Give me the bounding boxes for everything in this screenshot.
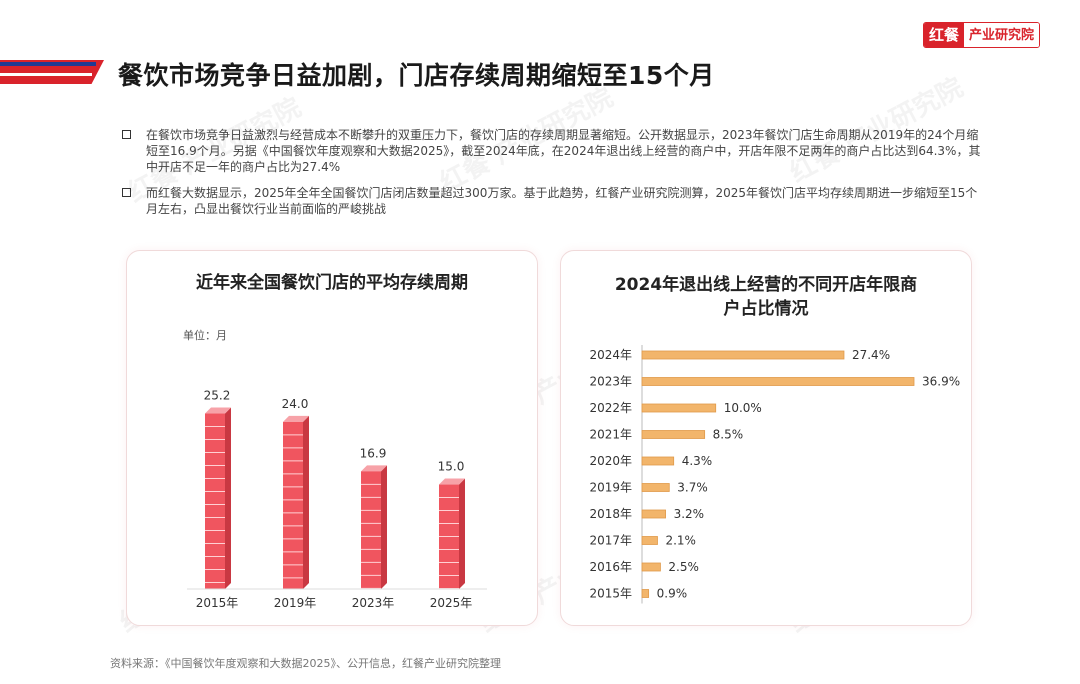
exit-share-bar-chart: 2024年 27.4% 2023年 36.9% 2022年 10.0% 2021年 8.5% 2…	[589, 345, 960, 604]
data-label: 15.0	[438, 460, 465, 474]
bar	[641, 456, 675, 466]
category-label: 2017年	[589, 534, 632, 548]
bar	[641, 403, 717, 413]
data-label: 0.9%	[657, 587, 688, 601]
lifecycle-bar-chart: 单位：月 25.2 2015年 24.0 2019年 16.9 2023年 15.0 2025…	[183, 328, 487, 610]
header-stripe-white	[0, 73, 92, 76]
data-label: 3.7%	[677, 481, 708, 495]
bar	[641, 350, 845, 360]
category-label: 2021年	[589, 428, 632, 442]
bar	[439, 478, 465, 590]
category-label: 2018年	[589, 507, 632, 521]
source-note: 资料来源：《中国餐饮年度观察和大数据2025》、公开信息，红餐产业研究院整理	[110, 657, 501, 670]
bar	[641, 536, 658, 545]
brand-logo: 红餐 产业研究院	[922, 22, 1040, 48]
bullet-list: 在餐饮市场竞争日益激烈与经营成本不断攀升的双重压力下，餐饮门店的存续周期显著缩短…	[122, 127, 982, 227]
bar-top	[439, 478, 465, 485]
data-label: 10.0%	[724, 401, 762, 415]
bar-top	[205, 407, 231, 414]
chart-card-exit-share: 2024年退出线上经营的不同开店年限商户占比情况 2024年 27.4% 2023年…	[560, 250, 972, 626]
bar	[641, 589, 650, 598]
category-label: 2019年	[589, 481, 632, 495]
bar	[361, 465, 387, 589]
logo-mark: 红餐	[923, 23, 964, 47]
category-label: 2016年	[589, 560, 632, 574]
bar-front	[361, 471, 381, 589]
bullet-item: 而红餐大数据显示，2025年全年全国餐饮门店闭店数量超过300万家。基于此趋势，…	[122, 185, 982, 217]
bar	[641, 562, 661, 572]
bar-front	[205, 413, 225, 589]
square-bullet-icon	[122, 130, 131, 139]
data-label: 8.5%	[713, 428, 744, 442]
data-label: 4.3%	[682, 454, 713, 468]
data-label: 25.2	[204, 389, 231, 403]
category-label: 2015年	[196, 596, 239, 610]
category-label: 2025年	[430, 596, 473, 610]
bar	[641, 377, 915, 386]
bullet-text: 而红餐大数据显示，2025年全年全国餐饮门店闭店数量超过300万家。基于此趋势，…	[146, 186, 978, 216]
bar	[641, 483, 670, 492]
data-label: 24.0	[282, 397, 309, 411]
data-label: 27.4%	[852, 348, 890, 362]
data-label: 2.5%	[668, 560, 699, 574]
data-label: 3.2%	[674, 507, 705, 521]
data-label: 2.1%	[665, 534, 696, 548]
bar	[283, 415, 309, 589]
category-label: 2023年	[352, 596, 395, 610]
bar-top	[283, 415, 309, 422]
logo-text: 产业研究院	[963, 23, 1039, 47]
bullet-text: 在餐饮市场竞争日益激烈与经营成本不断攀升的双重压力下，餐饮门店的存续周期显著缩短…	[146, 128, 981, 174]
category-label: 2015年	[589, 587, 632, 601]
category-label: 2023年	[589, 375, 632, 389]
chart-card-lifecycle: 近年来全国餐饮门店的平均存续周期 单位：月 25.2 2015年 24.0 2019年…	[126, 250, 538, 626]
bar	[205, 407, 231, 589]
bar-side	[303, 415, 309, 589]
bar-side	[381, 465, 387, 589]
data-label: 16.9	[360, 446, 387, 460]
page-title: 餐饮市场竞争日益加剧，门店存续周期缩短至15个月	[118, 61, 715, 90]
unit-label: 单位：月	[183, 328, 227, 342]
bar-side	[459, 478, 465, 589]
category-label: 2020年	[589, 454, 632, 468]
header-stripe-blue	[0, 62, 96, 66]
data-label: 36.9%	[922, 375, 960, 389]
category-label: 2024年	[589, 348, 632, 362]
bullet-item: 在餐饮市场竞争日益激烈与经营成本不断攀升的双重压力下，餐饮门店的存续周期显著缩短…	[122, 127, 982, 175]
square-bullet-icon	[122, 188, 131, 197]
bar	[641, 509, 666, 519]
category-label: 2022年	[589, 401, 632, 415]
bar-top	[361, 465, 387, 472]
bar	[641, 430, 706, 439]
bar-side	[225, 407, 231, 589]
chart-title: 近年来全国餐饮门店的平均存续周期	[196, 273, 468, 293]
bar-front	[283, 421, 303, 589]
chart-title: 2024年退出线上经营的不同开店年限商户占比情况	[614, 275, 918, 319]
category-label: 2019年	[274, 596, 317, 610]
